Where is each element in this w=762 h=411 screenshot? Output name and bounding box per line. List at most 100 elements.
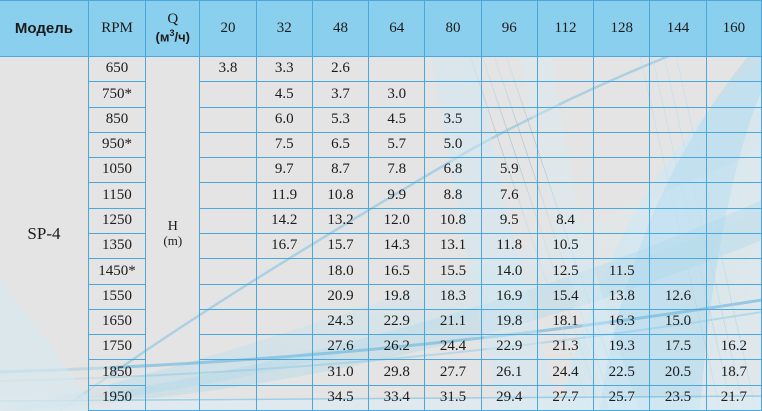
head-units: (m) xyxy=(163,233,183,249)
cell-head-value xyxy=(536,157,595,184)
flow-units: (м3/ч) xyxy=(146,28,199,45)
cell-head-value: 10.8 xyxy=(424,207,482,234)
cell-head-value xyxy=(593,55,651,83)
cell-head-value: 19.3 xyxy=(593,334,651,361)
cell-rpm: 750* xyxy=(88,81,147,108)
cell-rpm: 1450* xyxy=(88,258,147,285)
cell-head-value xyxy=(593,232,651,260)
cell-head-value xyxy=(536,182,595,209)
flow-symbol: Q xyxy=(167,11,179,28)
cell-head-value xyxy=(705,182,762,209)
header-flow-96: 96 xyxy=(480,0,538,57)
cell-head-value xyxy=(424,55,482,83)
cell-head-value: 19.8 xyxy=(368,283,426,310)
cell-rpm: 1650 xyxy=(88,308,147,336)
cell-head-value xyxy=(649,207,707,234)
cell-head-value xyxy=(199,308,257,336)
cell-head-value xyxy=(199,359,257,386)
cell-head-value xyxy=(199,232,257,260)
cell-head-value: 15.0 xyxy=(649,308,707,336)
cell-head-value: 15.4 xyxy=(536,283,595,310)
cell-head-value xyxy=(705,81,762,108)
cell-head-value xyxy=(593,182,651,209)
cell-head-value: 16.2 xyxy=(705,334,762,361)
header-model: Модель xyxy=(0,0,89,57)
cell-head-value xyxy=(649,55,707,83)
cell-rpm: 1350 xyxy=(88,232,147,260)
cell-head-value: 12.5 xyxy=(536,258,595,285)
cell-rpm: 1050 xyxy=(88,157,147,184)
table-row: 1350 16.7 15.7 14.3 13.1 11.8 10.5 xyxy=(0,232,762,260)
cell-head-value xyxy=(199,157,257,184)
cell-head-label: H (m) xyxy=(145,56,201,411)
cell-rpm: 1250 xyxy=(88,207,147,234)
cell-head-value: 31.0 xyxy=(311,359,370,386)
cell-head-value: 18.7 xyxy=(705,359,762,386)
cell-head-value: 26.2 xyxy=(368,334,426,361)
cell-head-value: 19.8 xyxy=(480,308,538,336)
cell-head-value xyxy=(649,81,707,108)
cell-head-value xyxy=(649,131,707,159)
cell-rpm: 650 xyxy=(87,55,147,83)
cell-head-value: 21.3 xyxy=(536,334,595,361)
table-row: 850 6.0 5.3 4.5 3.5 xyxy=(0,106,762,133)
cell-head-value xyxy=(705,131,762,159)
cell-rpm: 950* xyxy=(88,131,147,159)
header-flow-units: Q (м3/ч) xyxy=(145,0,201,57)
cell-head-value xyxy=(255,359,313,386)
cell-head-value: 9.5 xyxy=(480,207,538,234)
cell-head-value xyxy=(424,81,482,108)
cell-head-value: 31.5 xyxy=(424,384,482,411)
cell-head-value xyxy=(480,131,538,159)
cell-head-value xyxy=(255,384,313,411)
cell-head-value xyxy=(593,207,651,234)
cell-head-value: 16.5 xyxy=(368,258,426,285)
header-flow-48: 48 xyxy=(311,0,370,57)
table-row: 1550 20.9 19.8 18.3 16.9 15.4 13.8 12.6 xyxy=(0,283,762,310)
cell-head-value: 8.4 xyxy=(536,207,595,234)
cell-head-value: 25.7 xyxy=(593,384,651,411)
cell-head-value xyxy=(593,131,651,159)
cell-head-value: 11.5 xyxy=(593,258,651,285)
cell-head-value: 6.8 xyxy=(424,157,482,184)
cell-head-value: 2.6 xyxy=(311,55,370,83)
cell-head-value xyxy=(649,106,707,133)
table-row: 1250 14.2 13.2 12.0 10.8 9.5 8.4 xyxy=(0,207,762,234)
cell-rpm: 1750 xyxy=(88,334,147,361)
table-row: 950* 7.5 6.5 5.7 5.0 xyxy=(0,131,762,159)
header-row: Модель RPM Q (м3/ч) 20 32 48 64 80 96 11… xyxy=(0,0,762,57)
cell-head-value: 12.6 xyxy=(649,283,707,310)
header-flow-20: 20 xyxy=(199,0,257,57)
cell-head-value xyxy=(199,182,257,209)
header-flow-144: 144 xyxy=(649,0,707,57)
cell-head-value xyxy=(593,81,651,108)
cell-head-value: 8.8 xyxy=(424,182,482,209)
cell-head-value: 3.8 xyxy=(199,55,257,83)
cell-head-value xyxy=(593,106,651,133)
table-row: 750* 4.5 3.7 3.0 xyxy=(0,81,762,108)
cell-head-value xyxy=(536,55,595,83)
cell-head-value: 29.8 xyxy=(368,359,426,386)
cell-head-value xyxy=(536,81,595,108)
cell-head-value: 24.4 xyxy=(424,334,482,361)
cell-head-value: 7.6 xyxy=(480,182,538,209)
cell-head-value xyxy=(368,55,426,83)
cell-head-value: 22.9 xyxy=(368,308,426,336)
cell-head-value: 10.8 xyxy=(311,182,370,209)
cell-head-value: 29.4 xyxy=(480,384,538,411)
cell-head-value: 16.3 xyxy=(593,308,651,336)
header-flow-128: 128 xyxy=(593,0,651,57)
cell-head-value: 27.6 xyxy=(311,334,370,361)
cell-head-value: 17.5 xyxy=(649,334,707,361)
table-row: SP-4 650 H (m) 3.8 3.3 2.6 xyxy=(0,55,762,411)
table-row: 1850 31.0 29.8 27.7 26.1 24.4 22.5 20.5 18.7 xyxy=(0,359,762,386)
table-row: 1650 24.3 22.9 21.1 19.8 18.1 16.3 15.0 xyxy=(0,308,762,336)
cell-head-value xyxy=(705,106,762,133)
cell-head-value: 24.3 xyxy=(311,308,370,336)
cell-head-value xyxy=(705,232,762,260)
cell-head-value xyxy=(593,157,651,184)
cell-rpm: 1950 xyxy=(88,384,147,411)
cell-head-value xyxy=(199,283,257,310)
